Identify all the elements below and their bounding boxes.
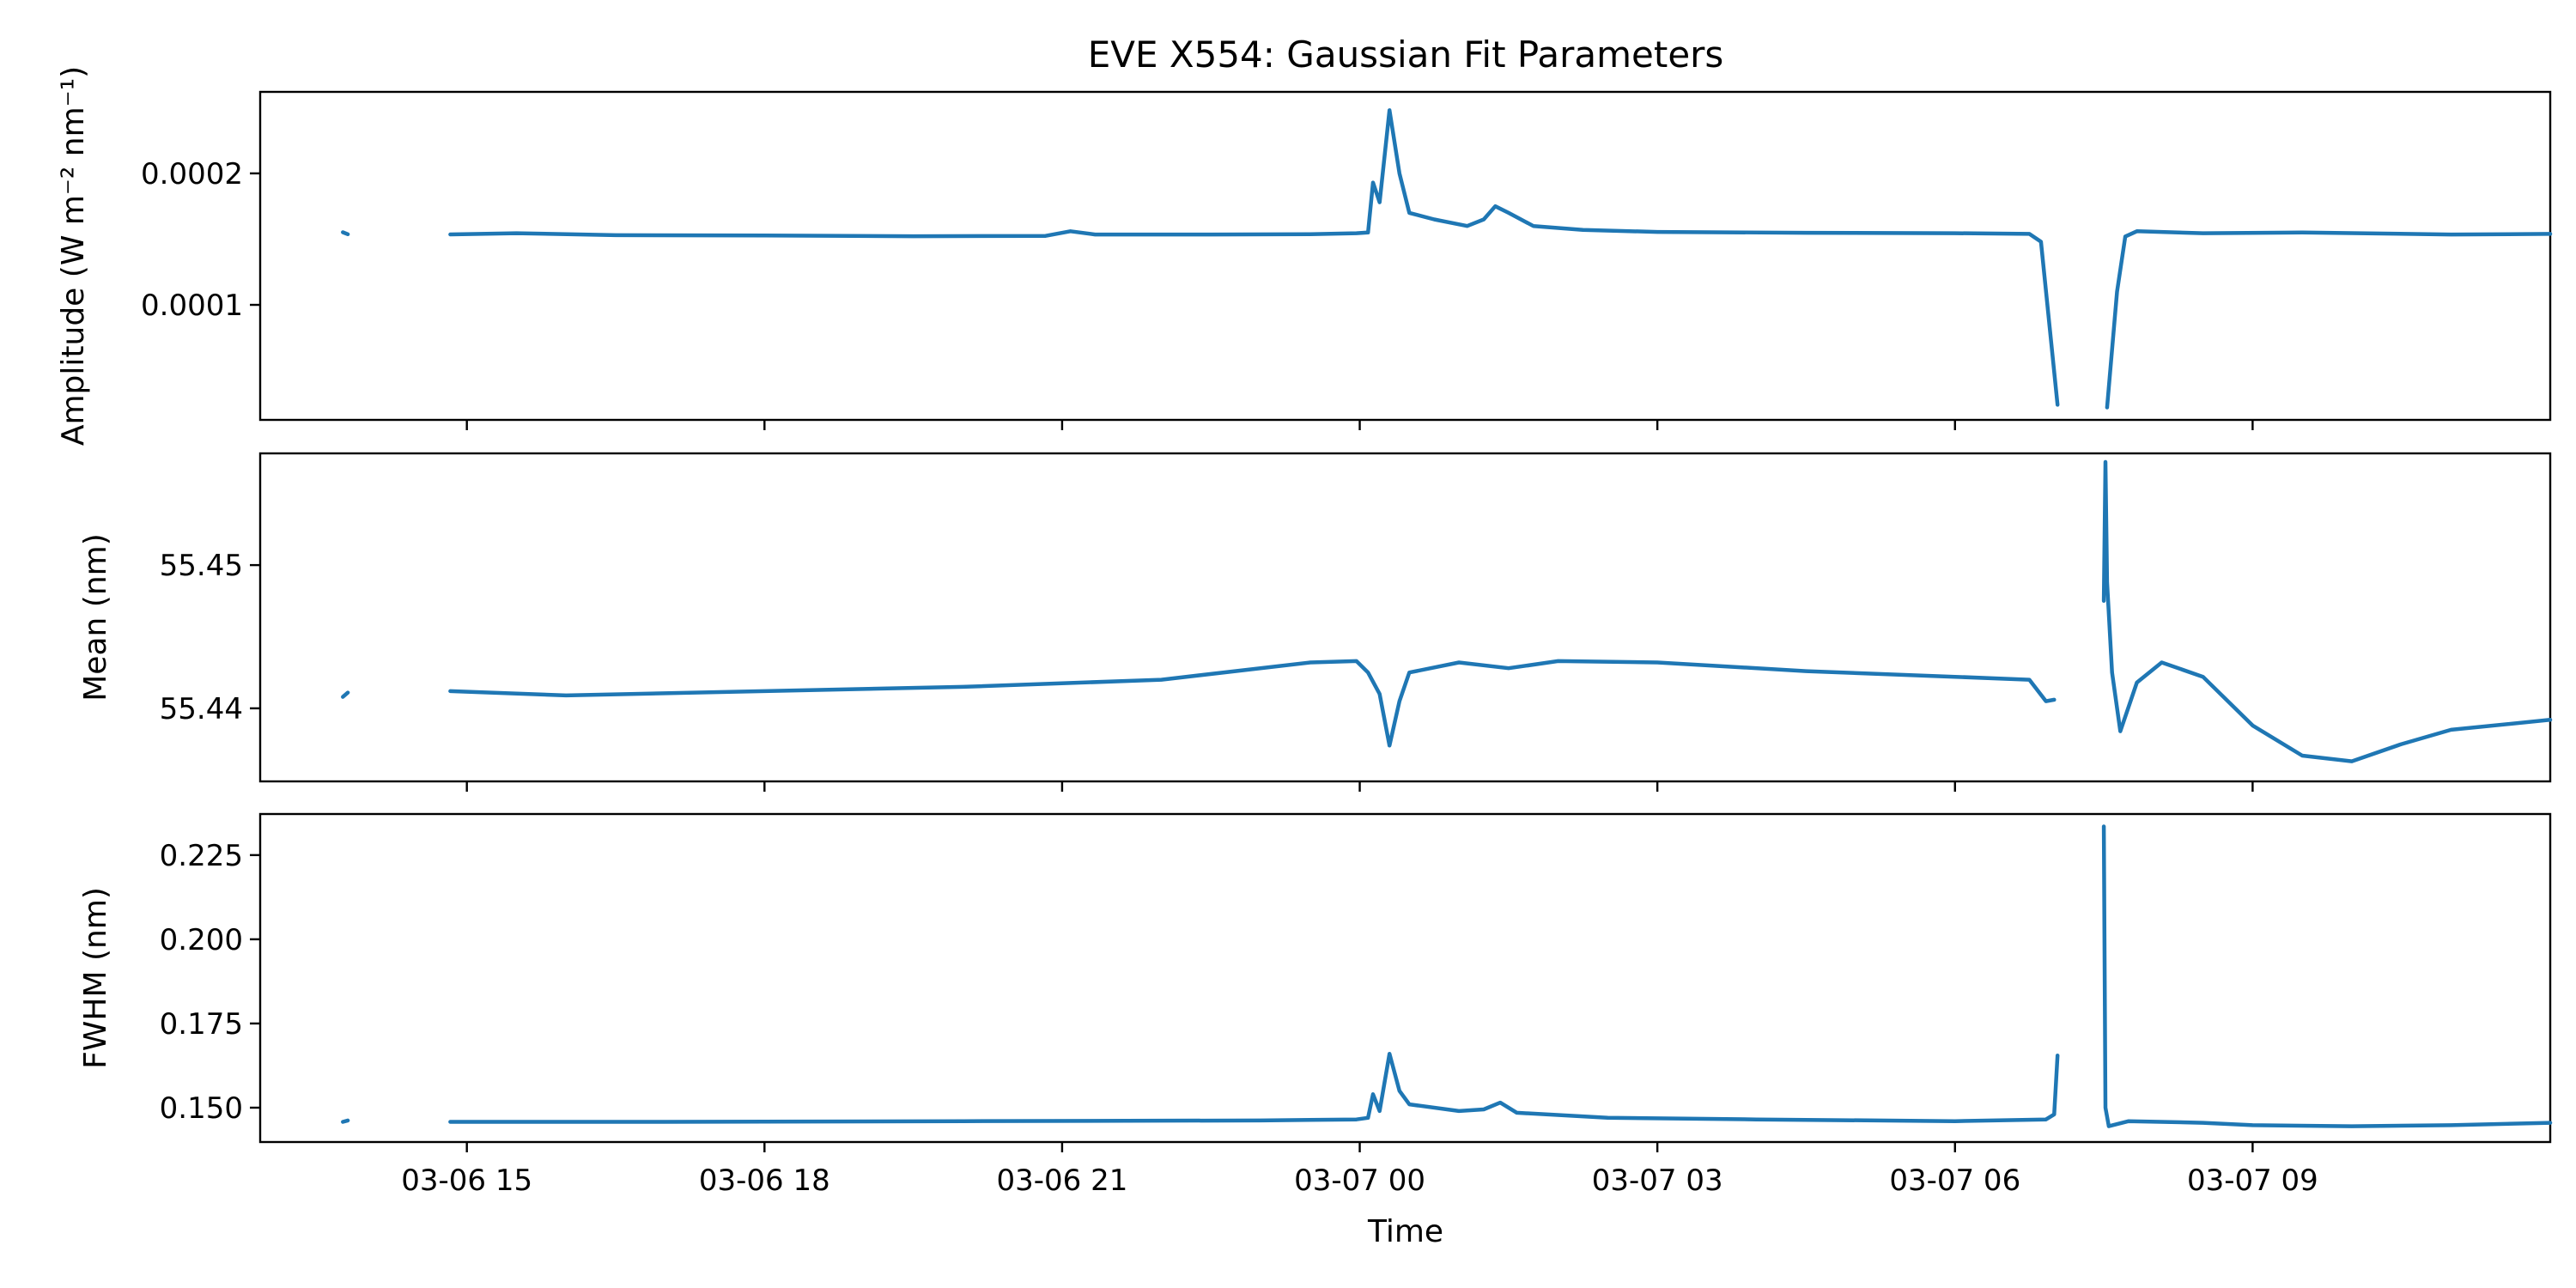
series-line-segment <box>341 690 350 699</box>
ytick-label: 0.200 <box>160 923 243 957</box>
xtick-label: 03-07 09 <box>2187 1163 2318 1198</box>
xtick-label: 03-06 18 <box>699 1163 830 1198</box>
panel-mean-series <box>341 459 2553 763</box>
panel-mean-frame <box>258 452 2552 783</box>
series-line-segment <box>448 1051 2060 1124</box>
panel-fwhm-series <box>341 824 2553 1128</box>
panel-amplitude-yticks: 0.0001 0.0002 <box>141 157 260 323</box>
panel-fwhm-xticks: 03-06 15 03-06 18 03-06 21 03-07 00 03-07 03… <box>401 1142 2318 1198</box>
panel-fwhm-ylabel: FWHM (nm) <box>78 887 113 1069</box>
xtick-label: 03-06 21 <box>996 1163 1127 1198</box>
series-line-segment <box>2105 229 2553 410</box>
series-line-segment <box>448 108 2060 407</box>
series-line-segment <box>341 1118 350 1124</box>
ytick-label: 55.45 <box>160 549 243 583</box>
panel-fwhm-frame <box>258 812 2552 1144</box>
panel-amplitude-frame <box>258 90 2552 422</box>
ytick-label: 0.175 <box>160 1007 243 1042</box>
ytick-label: 0.150 <box>160 1091 243 1126</box>
ytick-label: 0.0002 <box>141 157 243 191</box>
series-line-segment <box>2101 824 2553 1128</box>
xtick-label: 03-07 03 <box>1592 1163 1723 1198</box>
panel-mean-yticks: 55.44 55.45 <box>160 549 260 726</box>
panel-amplitude-series <box>341 108 2553 410</box>
series-line-segment <box>341 230 350 237</box>
xtick-label: 03-07 00 <box>1294 1163 1425 1198</box>
ytick-label: 0.225 <box>160 839 243 873</box>
panel-fwhm-yticks: 0.150 0.175 0.200 0.225 <box>160 839 260 1126</box>
ytick-label: 55.44 <box>160 692 243 726</box>
ytick-label: 0.0001 <box>141 289 243 323</box>
x-axis-label: Time <box>1367 1214 1443 1249</box>
panel-amplitude-xticks <box>465 420 2254 430</box>
xtick-label: 03-07 06 <box>1889 1163 2020 1198</box>
xtick-label: 03-06 15 <box>401 1163 532 1198</box>
series-line-segment <box>448 659 2057 748</box>
panel-mean-ylabel: Mean (nm) <box>78 533 113 702</box>
panel-mean-xticks <box>465 781 2254 792</box>
series-line-segment <box>2101 459 2553 763</box>
panel-mean: 55.44 55.45 Mean (nm) <box>78 452 2553 792</box>
panel-amplitude: 0.0001 0.0002 Amplitude (W m⁻² nm⁻¹) <box>56 66 2553 446</box>
panel-amplitude-ylabel: Amplitude (W m⁻² nm⁻¹) <box>56 66 91 446</box>
figure-title: EVE X554: Gaussian Fit Parameters <box>1088 33 1724 76</box>
